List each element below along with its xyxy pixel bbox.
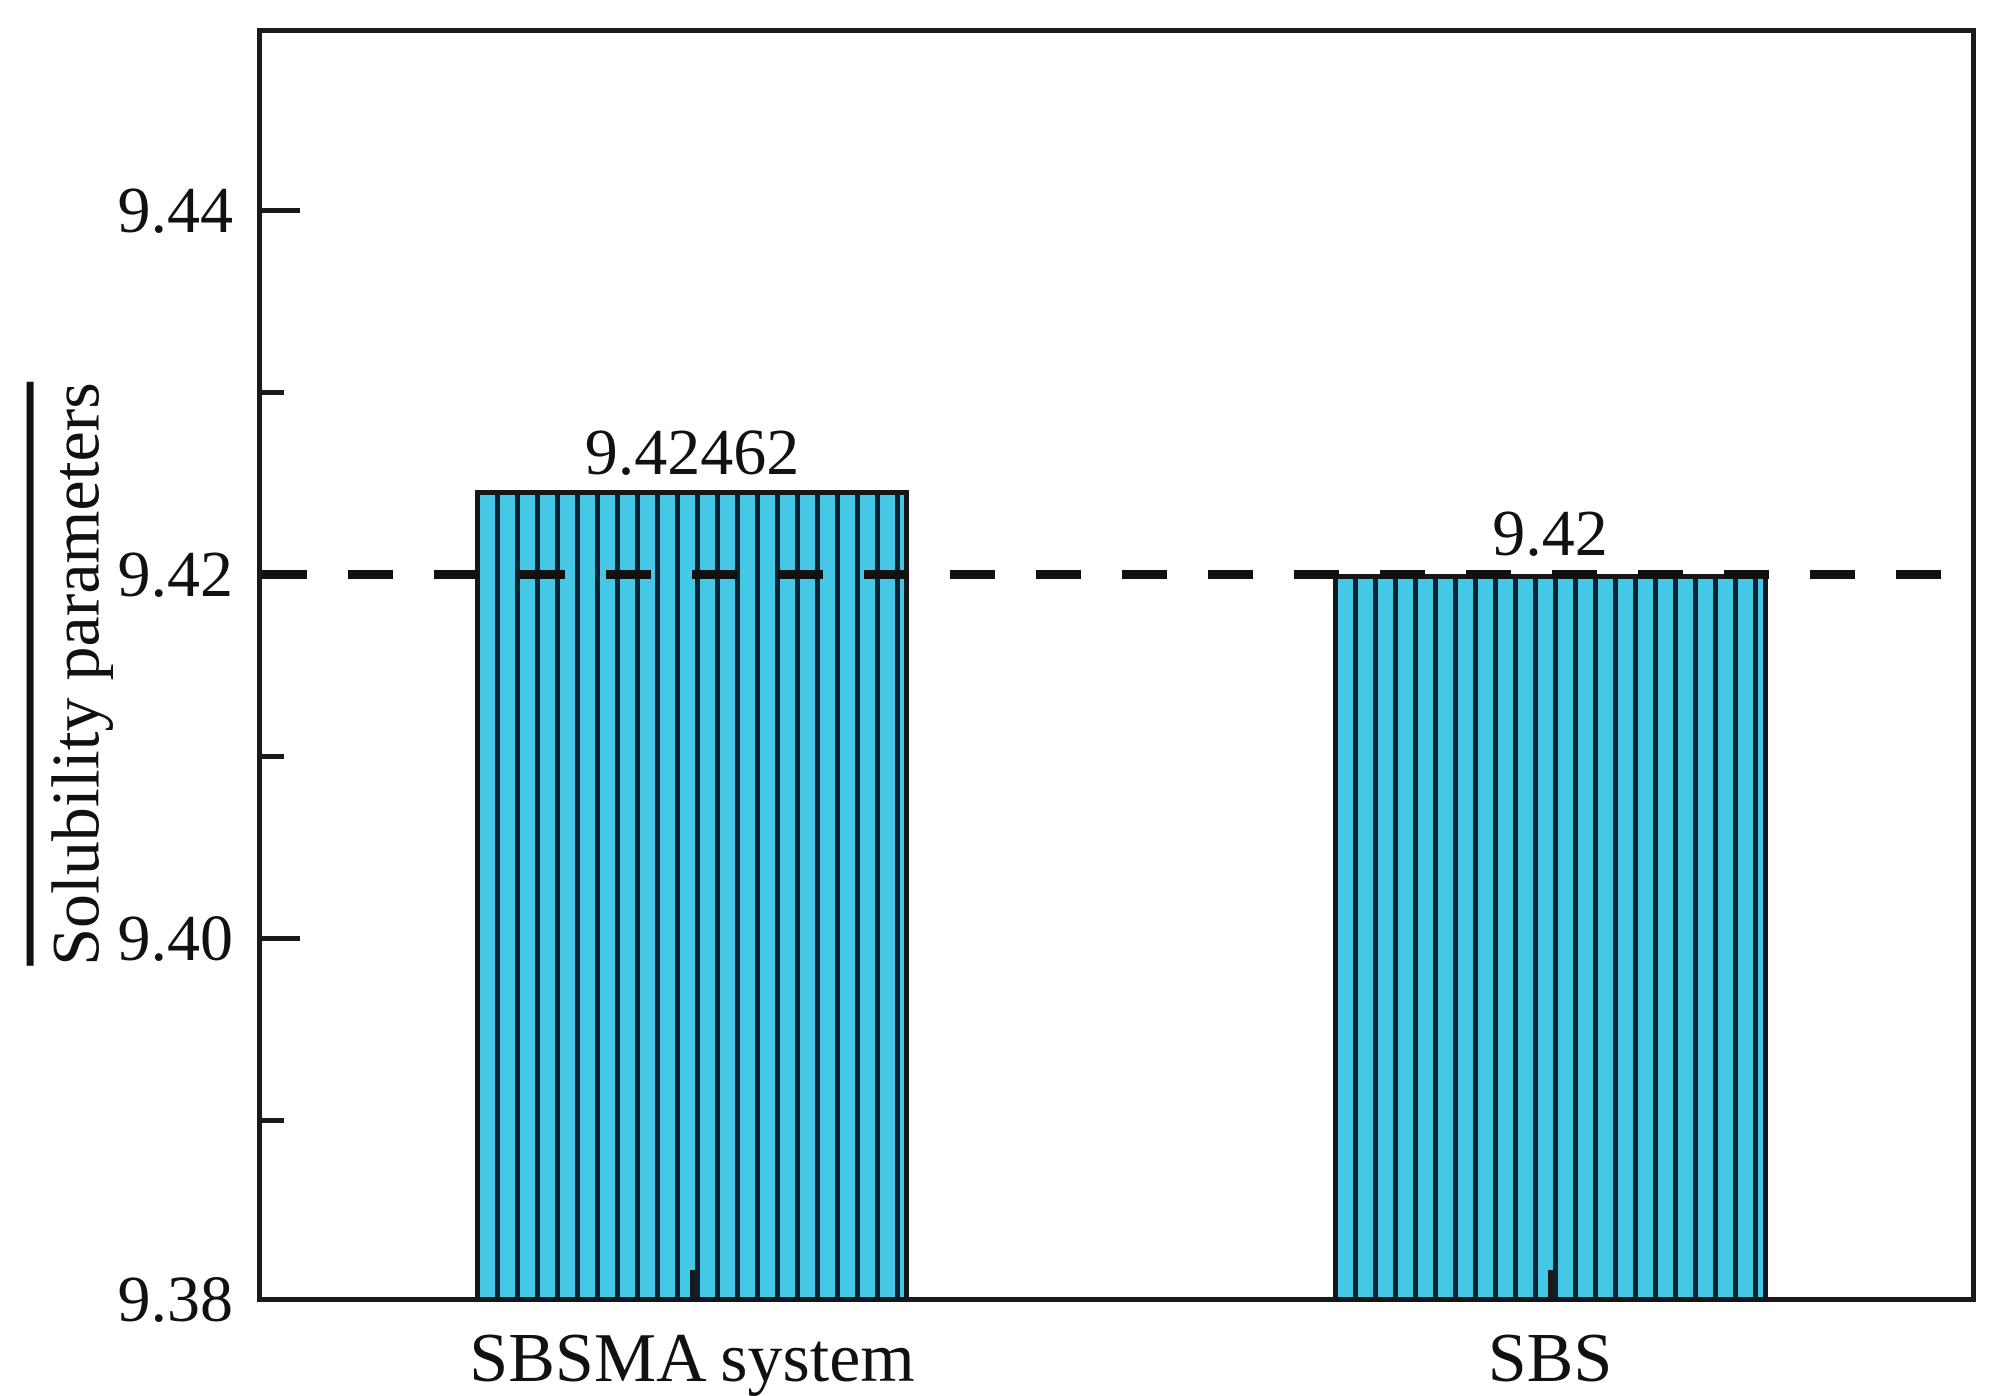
xtick-label-sbsma-system: SBSMA system — [469, 1320, 915, 1396]
xtick-sbs — [1548, 1270, 1553, 1297]
value-label-sbs: 9.42 — [1492, 497, 1608, 570]
ytick-minor-9_43 — [262, 390, 284, 395]
ytick-minor-9_39 — [262, 1118, 284, 1123]
xtick-sbsma-system — [690, 1270, 695, 1297]
ytick-label-9_38: 9.38 — [117, 1263, 234, 1336]
bar-sbs — [1333, 574, 1768, 1302]
y-axis-title: Solubility parameters — [26, 382, 114, 966]
xtick-label-sbs: SBS — [1487, 1320, 1613, 1396]
ytick-minor-9_41 — [262, 754, 284, 759]
ytick-major-9_40 — [262, 936, 300, 941]
ytick-label-9_40: 9.40 — [117, 902, 234, 975]
bar-sbsma-system — [475, 490, 909, 1302]
reference-dashed-line — [262, 570, 1971, 579]
ytick-major-9_44 — [262, 208, 300, 213]
ytick-label-9_44: 9.44 — [117, 174, 234, 247]
ytick-label-9_42: 9.42 — [117, 538, 234, 611]
value-label-sbsma: 9.42462 — [584, 416, 800, 489]
